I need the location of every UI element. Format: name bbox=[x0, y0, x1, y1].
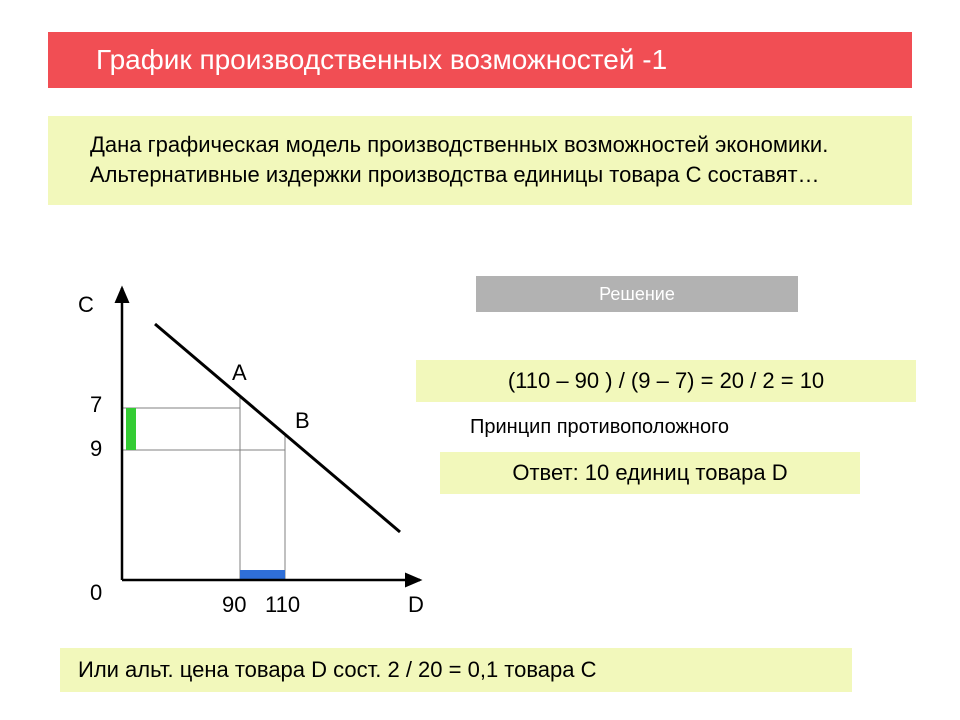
solution-button[interactable]: Решение bbox=[476, 276, 798, 312]
principle-text: Принцип противоположного bbox=[470, 416, 729, 439]
y-tick-7: 9 bbox=[90, 436, 102, 462]
slide-title: График производственных возможностей -1 bbox=[48, 32, 912, 88]
y-axis-label: C bbox=[78, 292, 94, 318]
point-b-label: B bbox=[295, 408, 310, 434]
point-a-label: A bbox=[232, 360, 247, 386]
y-tick-9: 7 bbox=[90, 392, 102, 418]
x-tick-90: 90 bbox=[222, 592, 246, 618]
x-tick-110: 110 bbox=[265, 592, 300, 618]
x-axis-label: D bbox=[408, 592, 424, 618]
ppf-chart: C D 0 7 9 90 110 A B bbox=[60, 280, 440, 630]
answer-text: Ответ: 10 единиц товара D bbox=[440, 452, 860, 494]
origin-label: 0 bbox=[90, 580, 102, 606]
calculation-text: (110 – 90 ) / (9 – 7) = 20 / 2 = 10 bbox=[416, 360, 916, 402]
footer-text: Или альт. цена товара D сост. 2 / 20 = 0… bbox=[60, 648, 852, 692]
prompt-text: Дана графическая модель производственных… bbox=[48, 116, 912, 205]
chart-svg bbox=[60, 280, 440, 630]
